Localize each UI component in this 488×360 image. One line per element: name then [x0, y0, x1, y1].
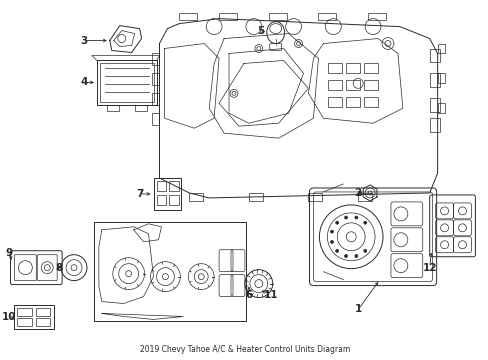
Bar: [100, 63, 153, 102]
Circle shape: [330, 230, 333, 233]
Circle shape: [363, 221, 366, 224]
Text: 5: 5: [257, 26, 264, 36]
Bar: [18, 307, 32, 316]
Circle shape: [335, 249, 338, 252]
Circle shape: [344, 216, 347, 219]
Bar: [156, 181, 166, 191]
Bar: [153, 178, 181, 210]
Bar: [429, 73, 439, 87]
Bar: [151, 113, 159, 125]
Text: 6: 6: [245, 289, 252, 300]
Bar: [15, 305, 54, 329]
Bar: [156, 195, 166, 205]
Bar: [364, 80, 377, 90]
Bar: [429, 98, 439, 112]
Bar: [134, 105, 146, 111]
Bar: [169, 181, 179, 191]
Bar: [36, 319, 50, 327]
Bar: [364, 97, 377, 107]
Bar: [437, 73, 444, 84]
Bar: [346, 80, 360, 90]
Text: 10: 10: [2, 312, 17, 323]
Text: 1: 1: [354, 305, 361, 315]
Text: 3: 3: [80, 36, 87, 46]
Text: 2019 Chevy Tahoe A/C & Heater Control Units Diagram: 2019 Chevy Tahoe A/C & Heater Control Un…: [140, 345, 349, 354]
Bar: [97, 60, 156, 105]
Bar: [364, 63, 377, 73]
Text: 4: 4: [80, 77, 87, 87]
Bar: [328, 63, 342, 73]
Bar: [357, 193, 371, 201]
Bar: [429, 49, 439, 62]
Bar: [36, 307, 50, 316]
Bar: [328, 97, 342, 107]
Bar: [189, 193, 203, 201]
Bar: [94, 222, 245, 321]
Circle shape: [330, 240, 333, 243]
Circle shape: [335, 221, 338, 224]
Bar: [308, 193, 322, 201]
Bar: [328, 80, 342, 90]
Text: 12: 12: [422, 263, 436, 273]
Bar: [437, 44, 444, 54]
Text: 2: 2: [354, 188, 361, 198]
Circle shape: [344, 255, 347, 257]
Text: 7: 7: [136, 189, 143, 199]
Bar: [179, 13, 197, 20]
Bar: [169, 195, 179, 205]
Bar: [367, 13, 385, 20]
Bar: [346, 97, 360, 107]
Circle shape: [363, 249, 366, 252]
Circle shape: [354, 255, 357, 257]
Bar: [429, 118, 439, 132]
Bar: [219, 13, 237, 20]
Text: 11: 11: [263, 289, 277, 300]
Bar: [346, 63, 360, 73]
Bar: [151, 93, 159, 105]
Text: 9: 9: [6, 248, 13, 258]
Bar: [151, 73, 159, 85]
Bar: [18, 319, 32, 327]
Bar: [151, 54, 159, 66]
Circle shape: [354, 216, 357, 219]
Bar: [268, 13, 286, 20]
Text: 8: 8: [56, 263, 62, 273]
Bar: [106, 105, 119, 111]
Bar: [437, 103, 444, 113]
Bar: [248, 193, 262, 201]
Bar: [318, 13, 336, 20]
